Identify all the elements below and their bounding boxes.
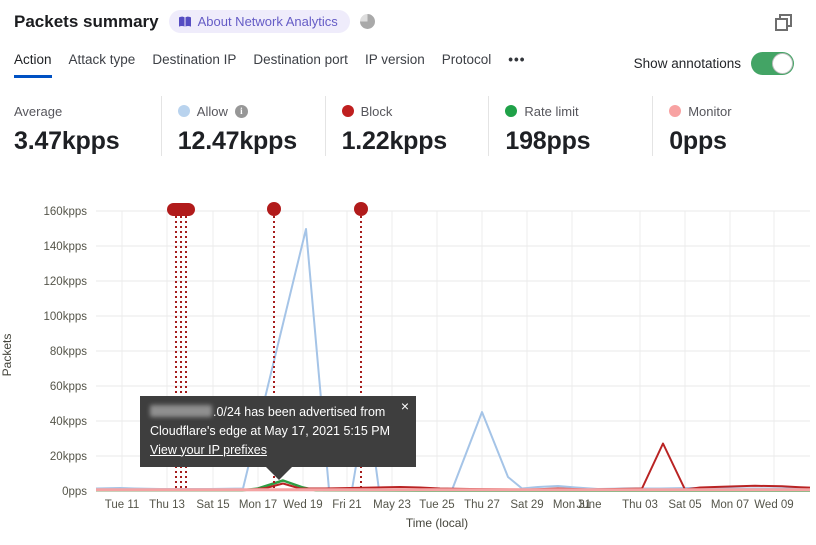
svg-text:Wed 19: Wed 19 (283, 499, 322, 511)
dimension-tabs: Action Attack type Destination IP Destin… (14, 52, 525, 78)
stat-label: Average (14, 103, 63, 119)
stat-block: Block 1.22kpps (324, 96, 489, 156)
view-ip-prefixes-link[interactable]: View your IP prefixes (150, 442, 267, 457)
stat-allow: Allow i 12.47kpps (160, 96, 325, 156)
svg-text:Tue 25: Tue 25 (419, 499, 454, 511)
show-annotations-toggle[interactable] (751, 52, 794, 75)
close-icon[interactable]: × (400, 398, 409, 414)
svg-text:Wed 09: Wed 09 (754, 499, 793, 511)
svg-text:Thu 03: Thu 03 (622, 499, 658, 511)
header: Packets summary About Network Analytics (14, 10, 375, 33)
copy-window-icon[interactable] (775, 14, 792, 31)
svg-text:80kpps: 80kpps (50, 346, 87, 358)
monitor-dot (669, 105, 682, 117)
svg-text:Mon 07: Mon 07 (711, 499, 749, 511)
svg-text:Fri 21: Fri 21 (332, 499, 361, 511)
badge-label: About Network Analytics (197, 14, 338, 29)
tab-ip-version[interactable]: IP version (364, 52, 425, 67)
redacted-ip-prefix (150, 405, 212, 417)
svg-text:120kpps: 120kpps (44, 276, 88, 288)
stats-row: Average 3.47kpps Allow i 12.47kpps Block… (0, 96, 816, 156)
about-network-analytics-badge[interactable]: About Network Analytics (168, 10, 350, 33)
page-title: Packets summary (14, 11, 159, 31)
svg-text:Sat 05: Sat 05 (668, 499, 701, 511)
y-axis-title: Packets (0, 333, 14, 377)
show-annotations-label: Show annotations (633, 56, 741, 71)
svg-text:100kpps: 100kpps (44, 311, 88, 323)
stat-value: 198pps (505, 127, 591, 155)
toggle-knob (772, 53, 793, 74)
svg-text:June: June (577, 499, 602, 511)
svg-text:60kpps: 60kpps (50, 381, 87, 393)
block-dot (341, 105, 354, 117)
stat-label: Allow (196, 103, 228, 119)
tooltip-caret (266, 467, 292, 481)
pie-progress-icon (359, 14, 375, 29)
stat-value: 12.47kpps (177, 127, 297, 155)
svg-text:Mon 31: Mon 31 (553, 499, 591, 511)
stat-value: 0pps (669, 127, 727, 155)
svg-text:Thu 27: Thu 27 (464, 499, 500, 511)
info-icon[interactable]: i (234, 104, 248, 118)
stat-rate-limit: Rate limit 198pps (488, 96, 652, 156)
svg-text:Thu 13: Thu 13 (149, 499, 185, 511)
svg-text:May 23: May 23 (373, 499, 411, 511)
tab-action[interactable]: Action (14, 52, 52, 78)
book-icon (178, 16, 191, 27)
stat-monitor: Monitor 0pps (652, 96, 816, 156)
tab-attack-type[interactable]: Attack type (68, 52, 136, 67)
svg-text:Sat 29: Sat 29 (510, 499, 543, 511)
x-axis-title: Time (local) (405, 516, 469, 530)
tab-destination-port[interactable]: Destination port (253, 52, 348, 67)
stat-average: Average 3.47kpps (0, 96, 161, 156)
annotation-tooltip: × .0/24 has been advertised from Cloudfl… (140, 396, 416, 481)
svg-text:Sat 15: Sat 15 (196, 499, 229, 511)
svg-text:Mon 17: Mon 17 (239, 499, 277, 511)
stat-label: Monitor (688, 103, 732, 119)
stat-value: 1.22kpps (341, 127, 448, 155)
svg-text:40kpps: 40kpps (50, 416, 87, 428)
stat-label: Rate limit (524, 103, 579, 119)
svg-text:20kpps: 20kpps (50, 451, 87, 463)
svg-text:160kpps: 160kpps (44, 206, 88, 218)
tab-destination-ip[interactable]: Destination IP (152, 52, 237, 67)
stat-label: Block (360, 103, 393, 119)
svg-text:Tue 11: Tue 11 (105, 499, 140, 511)
allow-dot (177, 105, 190, 117)
tab-protocol[interactable]: Protocol (441, 52, 492, 67)
svg-text:0pps: 0pps (62, 486, 87, 498)
rate-limit-dot (505, 105, 518, 117)
tabs-overflow-button[interactable]: ••• (508, 52, 526, 67)
stat-value: 3.47kpps (14, 127, 120, 155)
svg-text:140kpps: 140kpps (44, 241, 88, 253)
